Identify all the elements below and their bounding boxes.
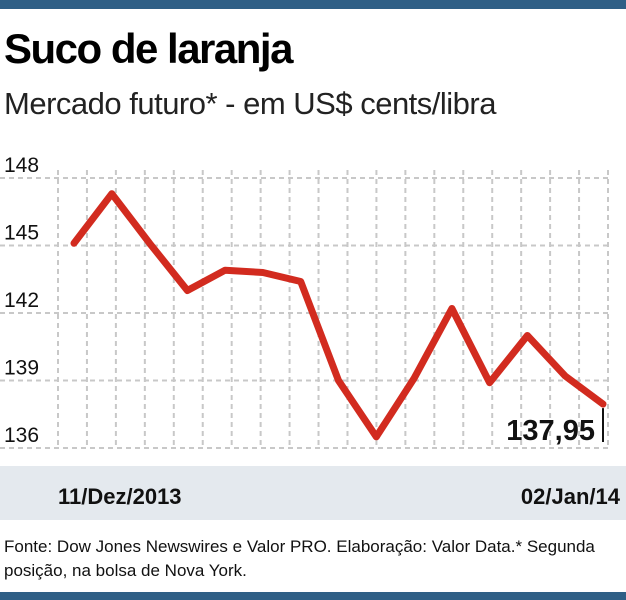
x-axis-band: [0, 466, 626, 520]
y-tick-label: 145: [4, 222, 39, 245]
last-value-label: 137,95: [506, 415, 595, 447]
y-tick-label: 148: [4, 154, 39, 177]
chart-title: Suco de laranja: [4, 25, 293, 72]
source-note: Fonte: Dow Jones Newswires e Valor PRO. …: [4, 537, 595, 580]
line-chart: 148 145 142 139 136 137,95: [0, 154, 609, 449]
top-accent-bar: [0, 0, 626, 9]
x-axis-start-label: 11/Dez/2013: [58, 484, 182, 509]
y-tick-label: 136: [4, 424, 39, 447]
y-tick-label: 142: [4, 289, 39, 312]
y-tick-label: 139: [4, 357, 39, 380]
bottom-accent-bar: [0, 592, 626, 600]
x-axis-end-label: 02/Jan/14: [520, 484, 620, 509]
chart-subtitle: Mercado futuro* - em US$ cents/libra: [4, 86, 497, 121]
series-line: [70, 190, 607, 441]
